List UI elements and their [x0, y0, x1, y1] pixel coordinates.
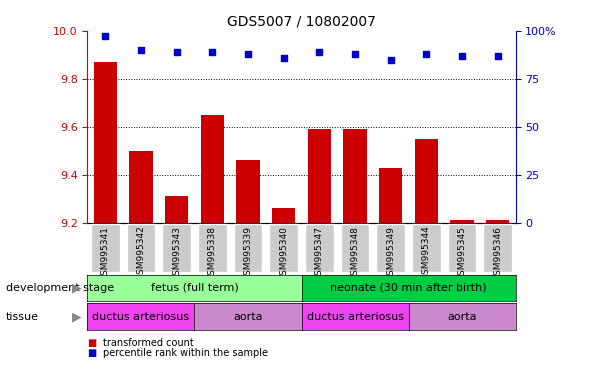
- Text: GSM995348: GSM995348: [350, 226, 359, 281]
- Point: [421, 51, 431, 57]
- Point: [386, 56, 396, 63]
- Point: [101, 33, 110, 40]
- FancyBboxPatch shape: [305, 224, 333, 271]
- Bar: [486, 220, 510, 223]
- Text: transformed count: transformed count: [103, 338, 193, 348]
- Text: GSM995342: GSM995342: [136, 226, 145, 280]
- Point: [350, 51, 360, 57]
- FancyBboxPatch shape: [448, 224, 476, 271]
- Point: [172, 49, 182, 55]
- Text: GSM995339: GSM995339: [244, 226, 253, 281]
- Point: [207, 49, 217, 55]
- Bar: [308, 129, 331, 223]
- Text: ■: ■: [87, 348, 96, 358]
- Bar: [130, 151, 153, 223]
- Bar: [450, 220, 473, 223]
- Point: [243, 51, 253, 57]
- Text: fetus (full term): fetus (full term): [151, 283, 238, 293]
- Text: GSM995338: GSM995338: [208, 226, 217, 281]
- Text: aorta: aorta: [233, 312, 263, 322]
- Bar: [201, 115, 224, 223]
- Text: ductus arteriosus: ductus arteriosus: [306, 312, 403, 322]
- FancyBboxPatch shape: [376, 224, 405, 271]
- Text: GSM995344: GSM995344: [422, 226, 431, 280]
- FancyBboxPatch shape: [412, 224, 441, 271]
- Text: GSM995341: GSM995341: [101, 226, 110, 281]
- Text: ■: ■: [87, 338, 96, 348]
- Point: [279, 55, 288, 61]
- Text: GSM995345: GSM995345: [458, 226, 467, 281]
- Point: [457, 53, 467, 59]
- Point: [136, 47, 146, 53]
- Text: percentile rank within the sample: percentile rank within the sample: [103, 348, 268, 358]
- FancyBboxPatch shape: [234, 224, 262, 271]
- Text: GSM995347: GSM995347: [315, 226, 324, 281]
- Text: GSM995340: GSM995340: [279, 226, 288, 281]
- Bar: [344, 129, 367, 223]
- Bar: [236, 161, 259, 223]
- Point: [493, 53, 502, 59]
- Title: GDS5007 / 10802007: GDS5007 / 10802007: [227, 14, 376, 28]
- FancyBboxPatch shape: [341, 224, 369, 271]
- FancyBboxPatch shape: [484, 224, 512, 271]
- FancyBboxPatch shape: [198, 224, 227, 271]
- Text: ductus arteriosus: ductus arteriosus: [92, 312, 189, 322]
- FancyBboxPatch shape: [91, 224, 119, 271]
- Text: GSM995343: GSM995343: [172, 226, 181, 281]
- Bar: [93, 62, 117, 223]
- Text: neonate (30 min after birth): neonate (30 min after birth): [330, 283, 487, 293]
- Text: ▶: ▶: [72, 310, 81, 323]
- Text: ▶: ▶: [72, 281, 81, 295]
- Text: tissue: tissue: [6, 312, 39, 322]
- Bar: [165, 196, 188, 223]
- Text: development stage: development stage: [6, 283, 114, 293]
- Bar: [415, 139, 438, 223]
- Text: GSM995349: GSM995349: [386, 226, 395, 281]
- FancyBboxPatch shape: [162, 224, 191, 271]
- Point: [315, 49, 324, 55]
- Text: GSM995346: GSM995346: [493, 226, 502, 281]
- Bar: [272, 209, 295, 223]
- FancyBboxPatch shape: [127, 224, 155, 271]
- Bar: [379, 167, 402, 223]
- Text: aorta: aorta: [447, 312, 477, 322]
- FancyBboxPatch shape: [270, 224, 298, 271]
